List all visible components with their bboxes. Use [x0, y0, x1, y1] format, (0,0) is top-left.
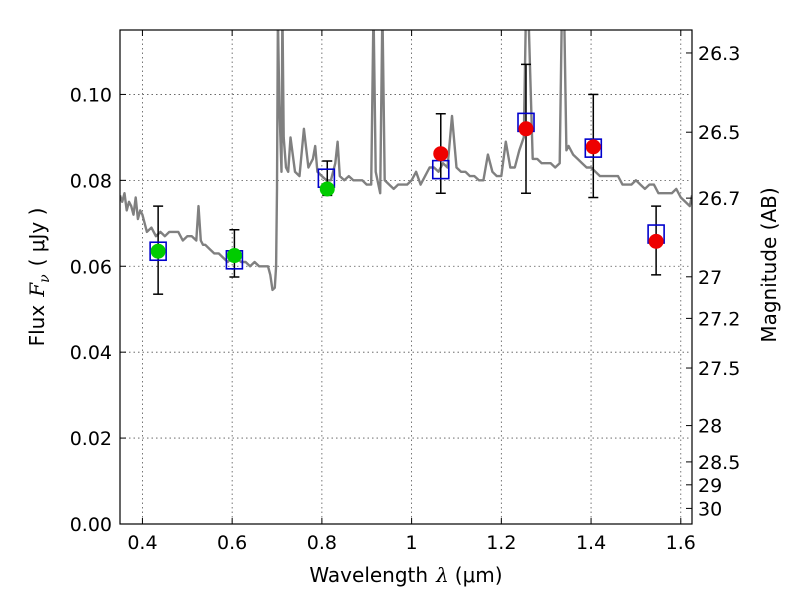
x-tick-label: 1.4 — [576, 532, 606, 554]
y2-tick-label: 26.7 — [698, 188, 740, 210]
y-tick-label: 0.02 — [70, 428, 112, 450]
x-tick-label: 0.6 — [217, 532, 247, 554]
observed-point-1 — [226, 248, 242, 264]
model-photometry-square-0 — [149, 241, 167, 262]
x-tick-label: 0.4 — [127, 532, 157, 554]
observed-point-4 — [518, 121, 534, 137]
y-tick-label: 0.00 — [70, 514, 112, 536]
model-spectrum-line — [120, 30, 692, 292]
plot-frame — [119, 29, 693, 525]
y2-tick-label: 27 — [698, 267, 722, 289]
y-tick-label: 0.06 — [70, 256, 112, 278]
y2-tick-label: 27.5 — [698, 358, 740, 380]
model-photometry-square-5 — [584, 138, 603, 158]
y-tick-label: 0.08 — [70, 170, 112, 192]
x-axis-label: Wavelength λ (μm) — [309, 563, 502, 587]
x-tick-label: 1 — [406, 532, 418, 554]
y2-tick-label: 28.5 — [698, 452, 740, 474]
plot-area — [120, 30, 692, 295]
y-tick-label: 0.10 — [70, 84, 112, 106]
y2-axis-label: Magnitude (AB) — [757, 187, 781, 342]
observed-point-3 — [433, 146, 449, 162]
y2-tick-label: 26.5 — [698, 122, 740, 144]
y2-tick-label: 26.3 — [698, 43, 740, 65]
x-tick-label: 0.8 — [307, 532, 337, 554]
x-axis: 0.4 0.6 0.8 1 1.2 1.4 1.6 — [127, 30, 696, 554]
observed-point-0 — [150, 243, 166, 259]
x-tick-label: 1.2 — [486, 532, 516, 554]
observed-point-5 — [585, 139, 601, 155]
y-tick-label: 0.04 — [70, 342, 112, 364]
grid — [120, 30, 692, 525]
y2-tick-label: 27.2 — [698, 308, 740, 330]
observed-point-2 — [319, 181, 335, 197]
y2-tick-label: 28 — [698, 416, 722, 438]
y2-tick-label: 29 — [698, 475, 722, 497]
y-axis-left: 0.00 0.02 0.04 0.06 0.08 0.10 — [70, 84, 126, 536]
observed-point-6 — [648, 233, 664, 249]
y-axis-label: FluxFν( μJy ) — [25, 208, 53, 347]
x-tick-label: 1.6 — [666, 532, 696, 554]
y2-tick-label: 30 — [698, 498, 722, 520]
